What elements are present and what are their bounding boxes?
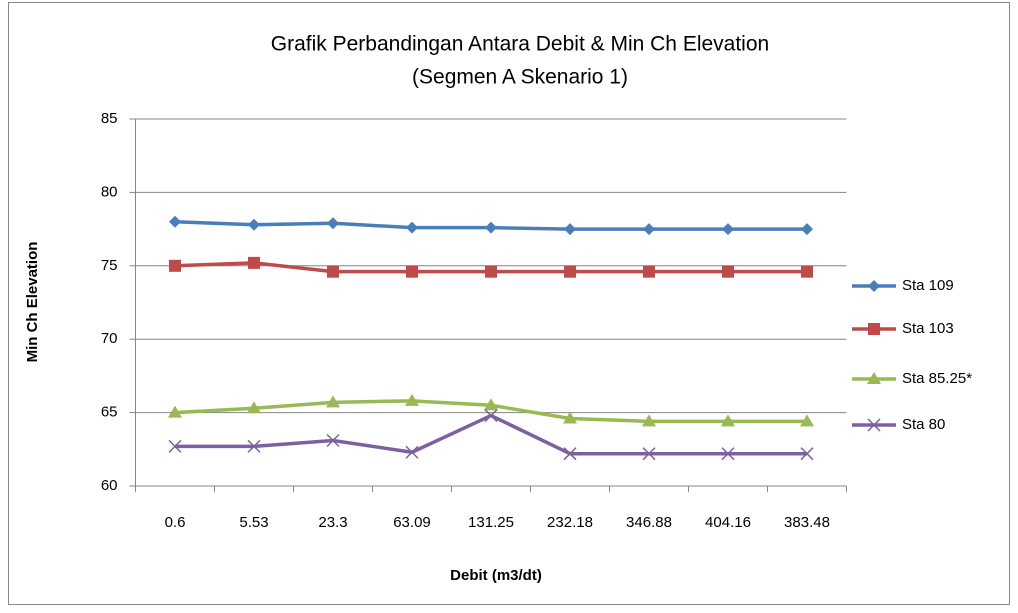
legend-label: Sta 109 xyxy=(902,277,954,294)
data-point xyxy=(721,447,735,461)
data-point xyxy=(801,265,813,278)
data-point xyxy=(248,218,260,231)
data-point xyxy=(168,439,182,453)
x-tick-label: 131.25 xyxy=(468,514,514,531)
x-tick-label: 383.48 xyxy=(784,514,830,531)
data-point xyxy=(247,401,261,414)
data-point xyxy=(563,411,577,424)
data-point xyxy=(642,447,656,461)
x-tick-label: 0.6 xyxy=(165,514,186,531)
data-point xyxy=(327,265,339,278)
data-point xyxy=(800,414,814,427)
y-tick-label: 85 xyxy=(101,110,118,127)
legend-marker xyxy=(867,372,881,384)
data-point xyxy=(405,393,419,406)
data-point xyxy=(485,221,497,234)
data-point xyxy=(564,223,576,236)
legend-label: Sta 103 xyxy=(902,320,954,337)
data-point xyxy=(643,223,655,236)
data-point xyxy=(169,259,181,272)
data-point xyxy=(564,265,576,278)
x-tick-label: 23.3 xyxy=(318,514,347,531)
data-point xyxy=(248,256,260,269)
x-tick-label: 63.09 xyxy=(393,514,431,531)
data-point xyxy=(801,223,813,236)
data-point xyxy=(406,265,418,278)
y-axis-title: Min Ch Elevation xyxy=(24,242,41,363)
data-point xyxy=(247,439,261,453)
data-point xyxy=(722,265,734,278)
x-tick-label: 346.88 xyxy=(626,514,672,531)
data-point xyxy=(169,215,181,228)
x-tick-label: 232.18 xyxy=(547,514,593,531)
legend-marker xyxy=(868,323,880,335)
y-tick-label: 65 xyxy=(101,404,118,421)
legend-marker xyxy=(868,280,880,292)
data-point xyxy=(326,395,340,408)
chart-title: Grafik Perbandingan Antara Debit & Min C… xyxy=(271,33,769,56)
data-point xyxy=(642,414,656,427)
data-point xyxy=(326,433,340,448)
data-point xyxy=(405,445,419,459)
legend-label: Sta 80 xyxy=(902,416,945,433)
y-tick-label: 80 xyxy=(101,183,118,200)
data-point xyxy=(722,223,734,236)
data-point xyxy=(484,409,498,423)
data-point xyxy=(563,447,577,461)
data-point xyxy=(485,265,497,278)
chart-border xyxy=(8,2,1010,605)
data-point xyxy=(721,414,735,427)
legend-marker xyxy=(867,418,881,432)
data-point xyxy=(168,405,182,418)
x-axis-title: Debit (m3/dt) xyxy=(450,567,542,584)
chart-subtitle: (Segmen A Skenario 1) xyxy=(412,66,628,89)
y-tick-label: 60 xyxy=(101,477,118,494)
y-tick-label: 75 xyxy=(101,257,118,274)
legend-label: Sta 85.25* xyxy=(902,370,972,387)
data-point xyxy=(327,217,339,230)
data-point xyxy=(484,398,498,411)
x-tick-label: 404.16 xyxy=(705,514,751,531)
data-point xyxy=(800,447,814,461)
y-tick-label: 70 xyxy=(101,330,118,347)
data-point xyxy=(406,221,418,234)
data-point xyxy=(643,265,655,278)
x-tick-label: 5.53 xyxy=(239,514,268,531)
